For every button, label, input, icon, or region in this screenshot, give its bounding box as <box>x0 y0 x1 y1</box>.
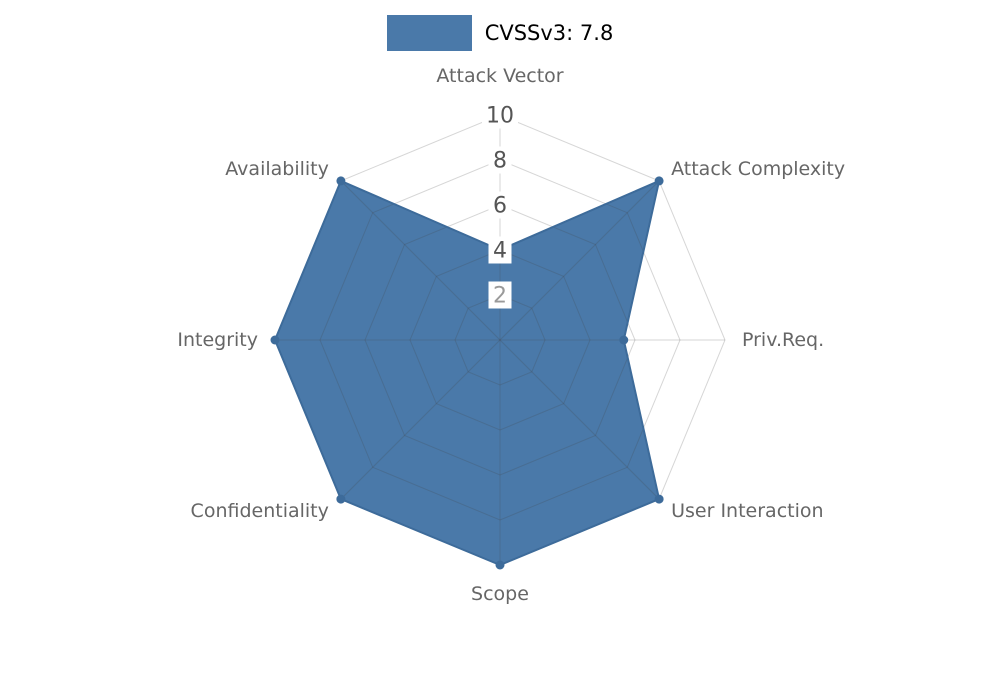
radar-grid-ring <box>364 204 636 476</box>
axis-label: User Interaction <box>671 500 823 522</box>
radial-tick-label: 10 <box>486 104 514 129</box>
radar-series-point <box>495 560 505 570</box>
radar-grid-spoke <box>499 339 660 500</box>
radar-grid-spoke <box>340 339 501 500</box>
legend-color-swatch <box>386 15 472 51</box>
radial-tick-label: 2 <box>493 284 507 309</box>
radial-tick-box <box>482 101 518 129</box>
radar-grid-spoke <box>340 180 501 341</box>
axis-label: Attack Complexity <box>671 158 845 180</box>
radar-grid-ring <box>319 159 681 521</box>
radar-grid-ring <box>454 294 546 386</box>
radar-series-point <box>270 335 280 345</box>
radar-series-point <box>619 335 629 345</box>
radial-tick-box <box>488 236 512 264</box>
radial-tick-box <box>488 146 512 174</box>
axis-label: Integrity <box>177 329 258 351</box>
axis-label: Availability <box>225 158 329 180</box>
radar-series-point <box>654 176 664 186</box>
axis-label: Scope <box>471 583 529 605</box>
radial-tick-label: 4 <box>493 239 507 264</box>
axis-label: Priv.Req. <box>742 329 824 351</box>
radial-tick-box <box>488 191 512 219</box>
radial-tick-box <box>488 281 512 309</box>
radar-grid-spoke <box>499 180 660 341</box>
legend-label: CVSSv3: 7.8 <box>484 21 614 45</box>
radar-series-area <box>275 180 660 565</box>
axis-label: Confidentiality <box>191 500 329 522</box>
radar-grid-ring <box>409 249 591 431</box>
radar-series-point <box>654 494 664 504</box>
chart-legend: CVSSv3: 7.8 <box>0 14 1000 52</box>
radial-tick-label: 6 <box>493 194 507 219</box>
radial-tick-label: 8 <box>493 149 507 174</box>
radar-series-point <box>336 494 346 504</box>
radar-series-point <box>336 176 346 186</box>
axis-label: Attack Vector <box>436 65 563 87</box>
